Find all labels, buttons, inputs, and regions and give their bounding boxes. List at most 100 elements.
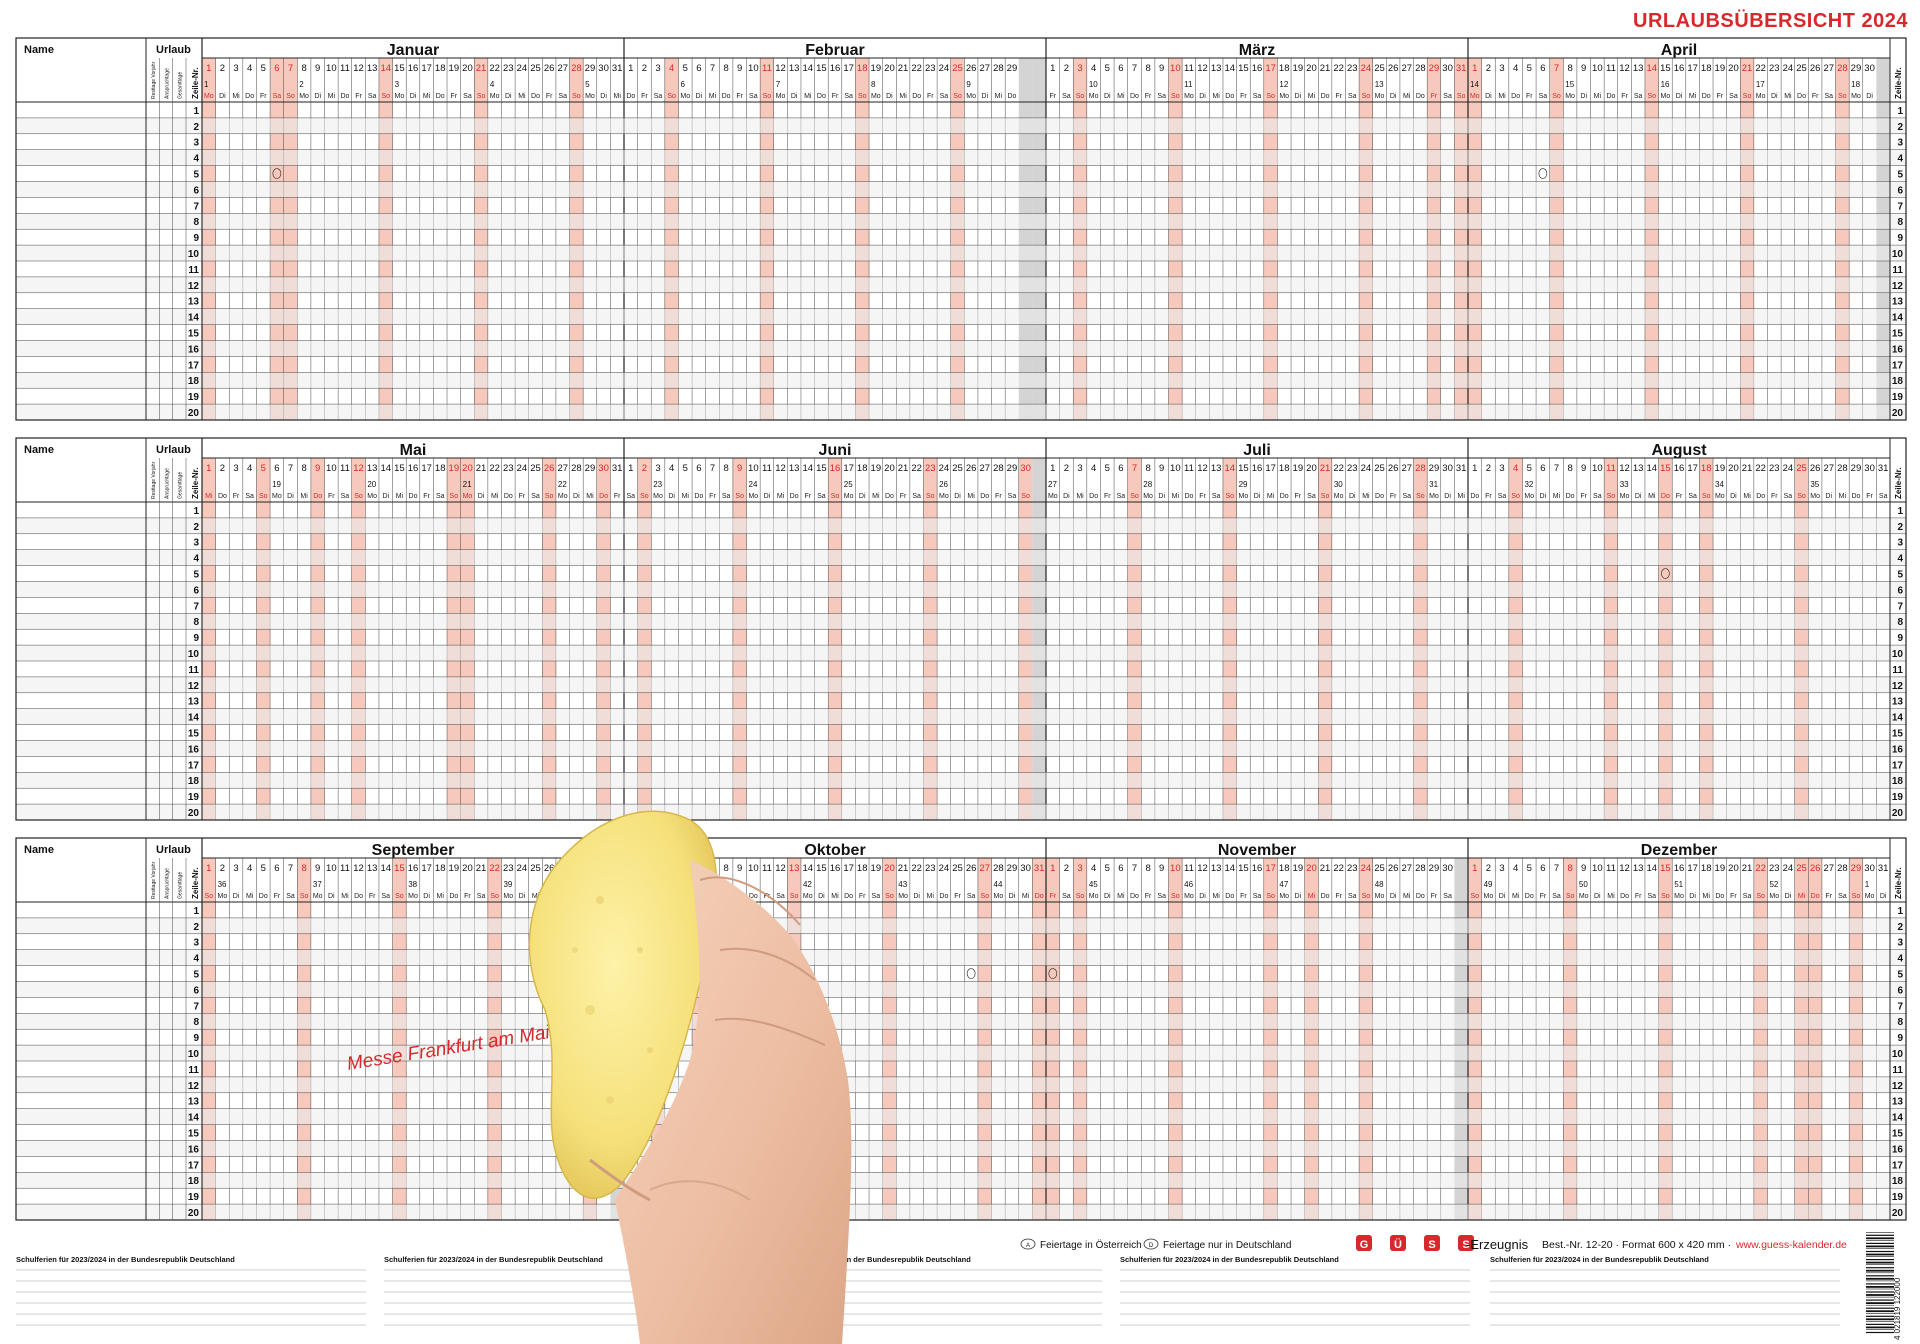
day-number: 8 — [723, 863, 728, 874]
day-number: 29 — [1851, 463, 1862, 474]
weekday-label: Mo — [1756, 93, 1766, 100]
school-holidays-title: Schulferien für 2023/2024 in der Bundesr… — [384, 1255, 603, 1264]
day-number: 8 — [723, 63, 728, 74]
day-number: 28 — [571, 863, 582, 874]
weekday-label: Mi — [205, 493, 213, 500]
weekday-label: Mi — [328, 93, 336, 100]
row-number-right: 16 — [1892, 1144, 1904, 1155]
weekday-label: Do — [1225, 893, 1234, 900]
row-number-right: 14 — [1892, 1113, 1904, 1124]
day-number: 17 — [1687, 863, 1698, 874]
weekday-label: Fr — [1771, 493, 1778, 500]
barcode-bar — [1866, 1294, 1894, 1296]
holiday-marker — [272, 168, 282, 179]
row-number: 11 — [188, 1065, 199, 1076]
weekday-label: Fr — [764, 893, 771, 900]
austria-legend: Feiertage in Österreich — [1040, 1239, 1142, 1251]
weekday-label: Mo — [1375, 893, 1385, 900]
day-number: 21 — [1320, 863, 1331, 874]
day-number: 12 — [1197, 463, 1208, 474]
row-number-right: 1 — [1897, 106, 1903, 117]
week-number: 5 — [585, 80, 590, 89]
day-number: 8 — [301, 463, 306, 474]
weekday-label: So — [831, 493, 840, 500]
alt-row — [16, 404, 1906, 420]
weekday-label: Sa — [1253, 893, 1262, 900]
day-number: 12 — [1197, 863, 1208, 874]
day-number: 12 — [775, 863, 786, 874]
day-number: 1 — [1472, 463, 1477, 474]
weekday-label: Di — [1635, 493, 1642, 500]
day-number: 20 — [1728, 863, 1739, 874]
day-number: 20 — [1728, 63, 1739, 74]
day-number: 22 — [489, 463, 500, 474]
row-number: 18 — [188, 776, 200, 787]
weekday-label: Mi — [491, 493, 499, 500]
day-number: 19 — [449, 463, 460, 474]
weekday-label: Fr — [559, 893, 566, 900]
day-number: 5 — [1105, 863, 1110, 874]
week-number: 8 — [871, 80, 876, 89]
row-number-right: 19 — [1892, 792, 1904, 803]
weekday-label: Sa — [681, 893, 690, 900]
weekday-label: So — [1362, 893, 1371, 900]
weekday-label: Sa — [1784, 493, 1793, 500]
weekday-label: So — [259, 493, 268, 500]
alt-row — [16, 117, 1906, 134]
brand-letter-box — [1458, 1235, 1474, 1251]
month-title: Oktober — [804, 842, 865, 859]
day-number: 16 — [1674, 63, 1685, 74]
day-number: 20 — [1728, 463, 1739, 474]
weekday-label: Sa — [872, 893, 881, 900]
weekday-label: So — [1607, 493, 1616, 500]
weekday-label: Do — [1280, 493, 1289, 500]
weekday-label: Mo — [966, 93, 976, 100]
day-number: 20 — [462, 463, 473, 474]
day-number: 14 — [1224, 863, 1235, 874]
weekday-label: Mo — [1089, 93, 1099, 100]
weekday-label: Sa — [1879, 493, 1888, 500]
weekday-label: Mi — [532, 893, 540, 900]
day-number: 10 — [326, 463, 337, 474]
weekday-label: Sa — [749, 93, 758, 100]
austria-symbol-letter: A — [1026, 1243, 1030, 1249]
weekday-label: Fr — [1825, 893, 1832, 900]
weekday-label: Fr — [1050, 93, 1057, 100]
day-number: 3 — [655, 463, 660, 474]
day-number: 10 — [1170, 463, 1181, 474]
weekday-label: Sa — [1348, 93, 1357, 100]
holiday-marker — [1661, 568, 1670, 579]
row-number-right: 2 — [1897, 922, 1903, 933]
day-number: 18 — [435, 63, 446, 74]
weekday-label: Do — [1620, 893, 1629, 900]
sunday-column — [787, 858, 801, 1220]
weekday-label: So — [1171, 893, 1180, 900]
row-number: 3 — [193, 138, 199, 149]
row-number: 7 — [193, 201, 199, 212]
weekday-label: Sa — [572, 893, 581, 900]
day-number: 28 — [993, 63, 1004, 74]
day-number: 2 — [642, 863, 647, 874]
sunday-column — [1168, 58, 1183, 420]
week-number: 43 — [898, 880, 907, 889]
weekday-label: Sa — [273, 93, 282, 100]
weekday-label: Mi — [1498, 93, 1506, 100]
day-number: 1 — [1050, 863, 1055, 874]
weekday-label: Mi — [1798, 893, 1806, 900]
day-number: 10 — [748, 63, 759, 74]
row-number: 17 — [188, 760, 200, 771]
weekday-label: Fr — [832, 93, 839, 100]
weekday-label: Sa — [1743, 893, 1752, 900]
day-number: 21 — [1742, 63, 1753, 74]
weekday-label: Sa — [967, 893, 976, 900]
week-number: 4 — [490, 80, 495, 89]
weekday-label: Mo — [1620, 493, 1630, 500]
day-number: 17 — [843, 863, 854, 874]
weekday-label: Di — [382, 493, 389, 500]
day-number: 15 — [394, 863, 405, 874]
day-number: 12 — [1619, 863, 1630, 874]
month-title: August — [1651, 442, 1707, 459]
day-number: 6 — [1118, 63, 1123, 74]
weekday-label: Mo — [898, 893, 908, 900]
barcode-bar — [1866, 1304, 1894, 1306]
